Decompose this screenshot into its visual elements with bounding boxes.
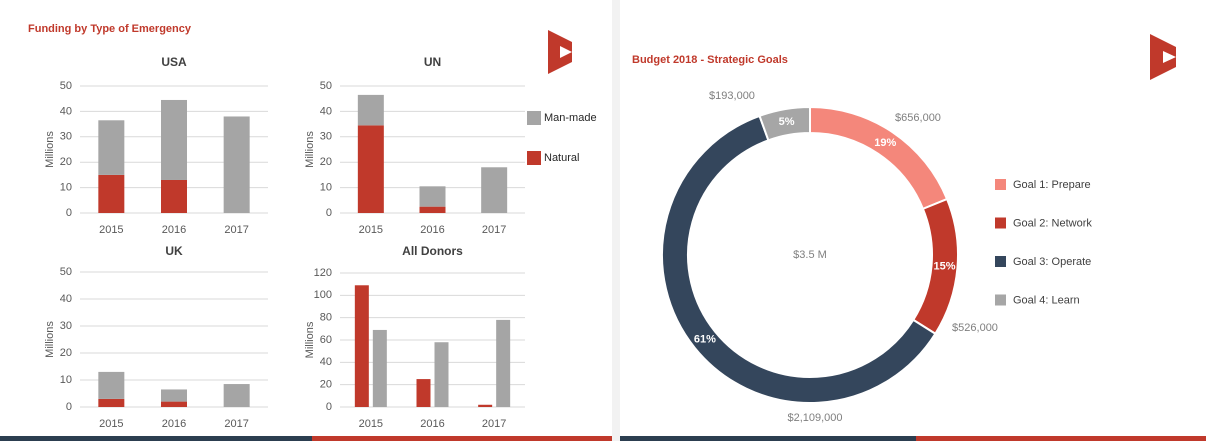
legend-label: Goal 1: Prepare [1013,179,1091,191]
x-tick-label: 2015 [99,224,123,236]
bar-segment [223,384,250,407]
legend-label: Goal 2: Network [1013,217,1092,229]
legend-swatch [995,179,1006,190]
footer-stripe [916,436,1206,441]
slide-gap [612,0,620,441]
bar [478,404,493,407]
y-tick-label: 10 [320,182,332,194]
y-tick-label: 50 [320,80,332,92]
bar [434,342,449,407]
x-tick-label: 2015 [99,418,123,430]
x-tick-label: 2016 [420,418,444,430]
y-tick-label: 20 [60,347,72,359]
y-tick-label: 20 [320,156,332,168]
bar-segment [98,371,125,399]
x-tick-label: 2017 [482,224,506,236]
y-tick-label: 0 [326,207,332,219]
y-tick-label: 60 [320,334,332,346]
x-tick-label: 2016 [420,224,444,236]
legend-swatch [995,217,1006,229]
slide-title: Budget 2018 - Strategic Goals [632,54,788,66]
legend-label: Goal 4: Learn [1013,294,1080,306]
legend-swatch [995,256,1006,267]
y-axis-label: Millions [44,131,56,168]
percentage-label: 19% [874,137,896,149]
y-axis-label: Millions [304,321,316,358]
y-axis-label: Millions [44,321,56,358]
bar-segment [98,174,125,213]
center-label: $3.5 M [793,249,827,261]
percentage-label: 5% [779,116,795,128]
x-tick-label: 2017 [224,224,248,236]
legend-label: Man-made [544,112,597,124]
chart-title: All Donors [402,244,463,258]
x-tick-label: 2017 [482,418,506,430]
y-tick-label: 120 [314,267,332,279]
y-tick-label: 30 [60,320,72,332]
y-tick-label: 0 [66,401,72,413]
percentage-label: 15% [933,261,955,273]
legend-label: Natural [544,152,579,164]
value-label: $656,000 [895,112,941,124]
y-tick-label: 50 [60,266,72,278]
y-tick-label: 30 [320,131,332,143]
y-tick-label: 0 [326,401,332,413]
y-tick-label: 40 [320,356,332,368]
value-label: $193,000 [709,90,755,102]
y-tick-label: 40 [320,105,332,117]
bar-segment [419,186,446,207]
logo [1150,34,1176,80]
x-tick-label: 2016 [162,418,186,430]
bar-segment [161,179,187,213]
bar-segment [98,398,125,407]
bar-segment [357,125,384,213]
y-tick-label: 20 [60,156,72,168]
y-tick-label: 40 [60,105,72,117]
y-tick-label: 40 [60,293,72,305]
x-tick-label: 2017 [224,418,248,430]
bar-segment [161,99,187,180]
logo [548,30,572,74]
y-tick-label: 100 [314,289,332,301]
y-axis-label: Millions [304,131,316,168]
value-label: $526,000 [952,322,998,334]
bar [354,285,369,407]
slide-title: Funding by Type of Emergency [28,23,192,35]
y-tick-label: 10 [60,182,72,194]
bar-segment [481,167,508,213]
legend-label: Goal 3: Operate [1013,256,1091,268]
y-tick-label: 20 [320,379,332,391]
bar [372,329,387,407]
bar-segment [98,120,125,175]
bar [416,379,431,407]
bar [496,319,511,407]
chart-title: USA [161,55,187,69]
donut-segment [661,114,937,404]
y-tick-label: 0 [66,207,72,219]
bar-segment [357,94,384,126]
x-tick-label: 2015 [359,418,383,430]
percentage-label: 61% [694,334,716,346]
legend-swatch [995,294,1006,306]
legend-swatch [527,111,541,125]
y-tick-label: 10 [60,374,72,386]
bar-segment [161,401,187,407]
y-tick-label: 50 [60,80,72,92]
donut-segment [758,105,811,142]
y-tick-label: 30 [60,131,72,143]
x-tick-label: 2015 [359,224,383,236]
x-tick-label: 2016 [162,224,186,236]
footer-stripe [312,436,612,441]
footer-stripe [0,436,312,441]
footer-stripe [620,436,916,441]
legend-swatch [527,151,541,165]
value-label: $2,109,000 [787,412,842,424]
bar-segment [223,116,250,213]
bar-segment [419,206,446,213]
chart-title: UN [424,55,441,69]
y-tick-label: 80 [320,312,332,324]
bar-segment [161,389,187,402]
chart-title: UK [165,244,183,258]
